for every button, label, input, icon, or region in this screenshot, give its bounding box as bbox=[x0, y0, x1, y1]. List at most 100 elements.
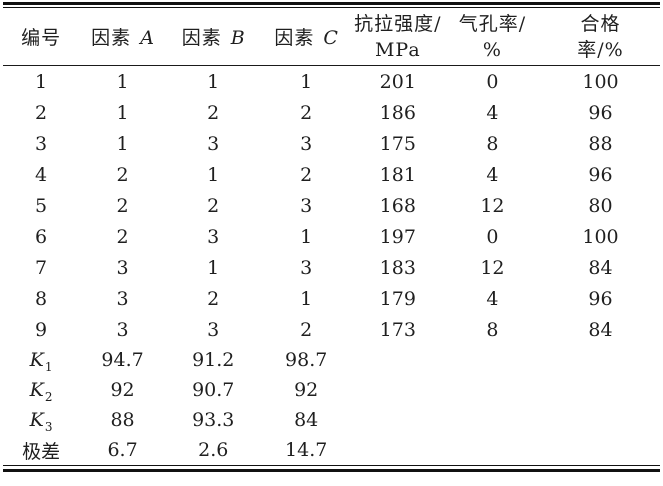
table-cell bbox=[444, 435, 541, 465]
header-line1: 合格 bbox=[580, 12, 621, 35]
table-cell: 4 bbox=[486, 287, 499, 310]
table-cell: 96 bbox=[588, 163, 613, 186]
table-cell: 2 bbox=[300, 101, 313, 124]
table-cell: 4 bbox=[486, 163, 499, 186]
table-cell: 2 bbox=[300, 318, 313, 341]
table-cell: 2 bbox=[116, 225, 129, 248]
table-cell: 8 bbox=[35, 287, 48, 310]
table-cell: 1 bbox=[300, 225, 313, 248]
table-cell: 3 bbox=[207, 132, 220, 155]
table-cell: 2 bbox=[207, 194, 220, 217]
table-cell: 12 bbox=[480, 256, 505, 279]
summary-row-label: 极差 bbox=[22, 440, 61, 463]
summary-row: K3 88 93.3 84 bbox=[3, 405, 660, 435]
table-cell: 7 bbox=[35, 256, 48, 279]
table-cell: 201 bbox=[379, 70, 416, 93]
table-cell: 90.7 bbox=[192, 379, 235, 401]
header-line2: % bbox=[482, 38, 502, 61]
table-cell bbox=[352, 375, 444, 405]
table-cell: 14.7 bbox=[285, 439, 328, 461]
table-cell bbox=[352, 435, 444, 465]
table-cell: 1 bbox=[207, 70, 220, 93]
table-cell: 1 bbox=[35, 70, 48, 93]
table-cell bbox=[541, 435, 660, 465]
summary-row-label: K3 bbox=[29, 409, 53, 434]
top-thin-rule bbox=[3, 7, 660, 8]
table-cell: 1 bbox=[116, 132, 129, 155]
table-cell: 181 bbox=[379, 163, 416, 186]
table-cell: 84 bbox=[294, 409, 319, 431]
bottom-thin-rule bbox=[3, 465, 660, 466]
table-cell: 2 bbox=[207, 101, 220, 124]
table-cell: 100 bbox=[582, 225, 619, 248]
header-line1: 气孔率/ bbox=[458, 12, 527, 35]
factor-variable: B bbox=[230, 27, 245, 49]
table-cell: 9 bbox=[35, 318, 48, 341]
table-cell: 1 bbox=[116, 101, 129, 124]
table-cell: 168 bbox=[379, 194, 416, 217]
table-row: 1 1 1 1 201 0 100 bbox=[3, 66, 660, 98]
table-body: 1 1 1 1 201 0 100 2 1 2 2 186 4 96 3 1 3 3 175 8 88 4 2 1 2 181 4 9… bbox=[3, 66, 660, 466]
table-cell: 1 bbox=[116, 70, 129, 93]
header-text: 因素 bbox=[91, 27, 139, 49]
table-cell: 2.6 bbox=[198, 439, 229, 461]
table-cell: 3 bbox=[207, 225, 220, 248]
header-line1: 抗拉强度/ bbox=[354, 12, 442, 35]
header-row: 编号 因素 A 因素 B 因素 C 抗拉强度/ MPa 气孔率/ % bbox=[3, 8, 660, 66]
table-cell: 3 bbox=[300, 194, 313, 217]
table-cell bbox=[352, 345, 444, 375]
table-cell: 1 bbox=[300, 287, 313, 310]
table-cell: 3 bbox=[116, 318, 129, 341]
header-text: 编号 bbox=[21, 27, 62, 49]
table-cell: 2 bbox=[207, 287, 220, 310]
summary-row-label: K1 bbox=[29, 349, 53, 374]
table-cell: 179 bbox=[379, 287, 416, 310]
table-cell: 183 bbox=[379, 256, 416, 279]
table-cell bbox=[444, 375, 541, 405]
table-cell: 88 bbox=[588, 132, 613, 155]
table-cell: 3 bbox=[300, 132, 313, 155]
table-cell bbox=[541, 345, 660, 375]
table-cell: 6.7 bbox=[107, 439, 138, 461]
table-cell: 92 bbox=[110, 379, 135, 401]
table-row: 8 3 2 1 179 4 96 bbox=[3, 283, 660, 314]
table-row: 4 2 1 2 181 4 96 bbox=[3, 159, 660, 190]
table-cell: 96 bbox=[588, 287, 613, 310]
summary-row: K2 92 90.7 92 bbox=[3, 375, 660, 405]
table-cell: 4 bbox=[486, 101, 499, 124]
table-cell: 3 bbox=[116, 256, 129, 279]
table-cell: 186 bbox=[379, 101, 416, 124]
table-cell bbox=[541, 375, 660, 405]
table-cell: 92 bbox=[294, 379, 319, 401]
table-row: 9 3 3 2 173 8 84 bbox=[3, 314, 660, 345]
bottom-thick-rule bbox=[3, 469, 660, 472]
factor-variable: A bbox=[140, 27, 154, 49]
header-text: 因素 bbox=[274, 27, 322, 49]
top-thick-rule bbox=[3, 2, 660, 5]
table-cell: 93.3 bbox=[192, 409, 235, 431]
table-cell: 91.2 bbox=[192, 349, 235, 371]
col-header-factor-b: 因素 B bbox=[165, 8, 261, 66]
table-cell: 1 bbox=[207, 163, 220, 186]
table-cell: 94.7 bbox=[101, 349, 144, 371]
table-cell: 84 bbox=[588, 318, 613, 341]
table-row: 3 1 3 3 175 8 88 bbox=[3, 128, 660, 159]
table-cell: 96 bbox=[588, 101, 613, 124]
table-cell: 100 bbox=[582, 70, 619, 93]
col-header-factor-c: 因素 C bbox=[260, 8, 352, 66]
table-cell: 3 bbox=[207, 318, 220, 341]
header-text: 因素 bbox=[181, 27, 229, 49]
summary-row: K1 94.7 91.2 98.7 bbox=[3, 345, 660, 375]
table-cell: 8 bbox=[486, 318, 499, 341]
table-cell: 0 bbox=[486, 225, 499, 248]
summary-row: 极差 6.7 2.6 14.7 bbox=[3, 435, 660, 465]
table-cell bbox=[541, 405, 660, 435]
table-cell: 4 bbox=[35, 163, 48, 186]
summary-row-label: K2 bbox=[29, 379, 53, 404]
table-row: 6 2 3 1 197 0 100 bbox=[3, 221, 660, 252]
table-cell bbox=[444, 405, 541, 435]
header-line2: 率/% bbox=[577, 38, 624, 61]
table-cell: 1 bbox=[300, 70, 313, 93]
table-cell: 8 bbox=[486, 132, 499, 155]
table-cell: 2 bbox=[116, 163, 129, 186]
